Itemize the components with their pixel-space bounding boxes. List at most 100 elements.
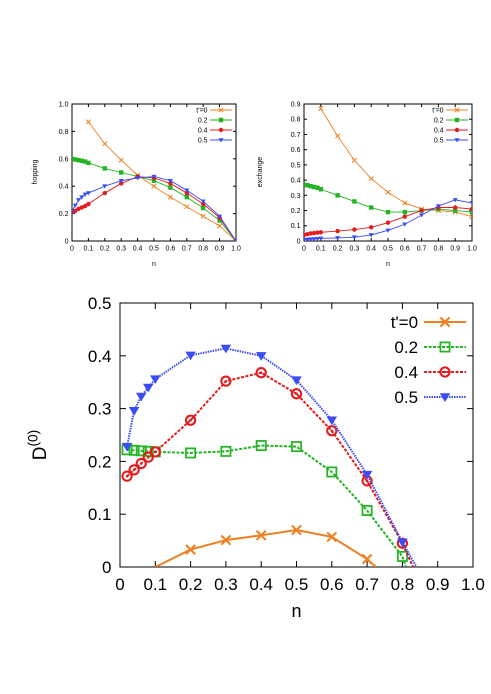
exchange-xtick-label: 0.2 <box>333 245 343 252</box>
exchange-data-point <box>453 208 458 213</box>
hopping-data-point <box>151 183 157 189</box>
hopping-data-point <box>73 208 78 214</box>
d0-x-axis-label: n <box>291 601 301 621</box>
exchange-data-point <box>385 228 391 233</box>
d0-data-point <box>220 344 232 354</box>
d0-plot-frame <box>119 302 474 568</box>
d0-data-point <box>326 416 338 426</box>
exchange-legend-entry: t'=0 <box>432 107 468 114</box>
d0-data-point <box>135 445 147 457</box>
hopping-data-point <box>233 239 236 241</box>
exchange-xtick-label: 0.7 <box>417 245 427 252</box>
exchange-ytick-label: 0.8 <box>291 117 301 124</box>
exchange-xtick-label: 0.9 <box>450 245 460 252</box>
exchange-xtick-label: 0.8 <box>434 245 444 252</box>
exchange-ytick-label: 0.2 <box>291 208 301 215</box>
d0-data-point <box>396 550 408 562</box>
d0-data-point-center <box>154 450 157 454</box>
exchange-data-point <box>308 231 313 236</box>
hopping-legend-marker <box>218 127 224 133</box>
hopping-data-point <box>184 188 190 193</box>
exchange-data-point <box>469 201 472 206</box>
d0-data-point <box>361 505 373 516</box>
d0-data-point <box>184 414 197 426</box>
hopping-data-point <box>102 141 108 147</box>
d0-xtick-label: 0.4 <box>249 575 273 594</box>
exchange-ytick-label: 0.4 <box>291 178 301 185</box>
exchange-data-point <box>352 199 357 204</box>
d0-legend-marker <box>439 316 451 328</box>
d0-data-point-center <box>365 479 369 483</box>
d0-legend-entry: 0.2 <box>394 338 466 357</box>
exchange-xtick-label: 1.0 <box>467 245 477 252</box>
hopping-ytick-label: 0 <box>65 238 69 245</box>
d0-data-point <box>220 445 232 457</box>
hopping-data-point <box>82 192 88 197</box>
exchange-data-point <box>402 222 408 227</box>
hopping-data-point <box>201 201 206 207</box>
d0-xtick-label: 0.3 <box>214 575 238 594</box>
exchange-data-point <box>315 185 320 190</box>
d0-series-line <box>126 371 414 567</box>
exchange-data-point <box>335 193 340 198</box>
hopping-legend-entry: 0.5 <box>198 137 232 144</box>
hopping-data-point <box>135 176 141 181</box>
exchange-legend-entry: 0.4 <box>434 127 468 134</box>
d0-data-point-center <box>224 379 228 383</box>
d0-data-point <box>397 538 408 548</box>
hopping-data-point <box>167 194 173 200</box>
d0-xtick-label: 0.7 <box>355 575 379 594</box>
d0-data-point-center <box>189 418 192 422</box>
d0-ytick-label: 0 <box>102 558 111 577</box>
hopping-data-point <box>184 190 189 196</box>
exchange-data-point <box>335 228 340 234</box>
exchange-legend-marker <box>454 107 460 113</box>
hopping-series-line <box>72 158 236 241</box>
d0-data-point <box>361 553 373 565</box>
exchange-data-point <box>435 204 441 209</box>
exchange-legend-label: 0.2 <box>434 117 444 124</box>
exchange-ytick-label: 0.5 <box>291 162 301 169</box>
d0-data-point <box>121 470 133 482</box>
hopping-data-point <box>72 209 75 214</box>
hopping-data-point <box>217 223 223 229</box>
exchange-data-point <box>318 230 323 235</box>
hopping-data-point <box>184 194 189 200</box>
d0-xtick-label: 0.9 <box>426 575 450 594</box>
exchange-data-point <box>311 237 317 241</box>
hopping-data-point <box>82 159 88 164</box>
d0-legend-marker-center <box>443 370 447 374</box>
exchange-ytick-label: 0.6 <box>291 147 301 154</box>
exchange-data-point <box>419 208 424 213</box>
hopping-xtick-label: 0 <box>70 245 74 252</box>
hopping-data-point <box>102 184 108 189</box>
exchange-legend-marker <box>454 138 460 143</box>
hopping-xtick-label: 0.7 <box>182 245 192 252</box>
hopping-xtick-label: 0.8 <box>198 245 208 252</box>
exchange-data-point <box>351 235 357 240</box>
exchange-legend-entry: 0.2 <box>434 117 468 124</box>
d0-legend-label: 0.5 <box>394 388 418 407</box>
d0-legend-entry: 0.5 <box>394 388 466 407</box>
hopping-data-point <box>151 174 157 180</box>
exchange-data-point <box>305 183 310 188</box>
d0-data-point-center <box>295 392 298 396</box>
hopping-legend-label: t'=0 <box>196 107 207 114</box>
exchange-ytick-label: 0.3 <box>291 193 301 200</box>
hopping-legend-entry: 0.4 <box>198 127 232 134</box>
d0-y-axis-label-superscript: (0) <box>25 430 40 447</box>
d0-xtick-label: 0.2 <box>179 575 203 594</box>
exchange-legend-entry: 0.5 <box>434 137 468 144</box>
exchange-data-point <box>318 106 324 112</box>
hopping-data-point <box>79 195 85 200</box>
hopping-ytick-label: 0.4 <box>59 184 69 191</box>
d0-data-point-center <box>146 455 150 459</box>
hopping-legend-label: 0.5 <box>198 137 208 144</box>
d0-y-axis-label: D(0) <box>25 430 51 460</box>
hopping-data-point <box>201 205 206 211</box>
hopping-xtick-label: 0.2 <box>100 245 110 252</box>
hopping-data-point <box>76 198 82 203</box>
d0-series-0 <box>154 524 377 567</box>
hopping-legend-entry: 0.2 <box>198 117 232 124</box>
